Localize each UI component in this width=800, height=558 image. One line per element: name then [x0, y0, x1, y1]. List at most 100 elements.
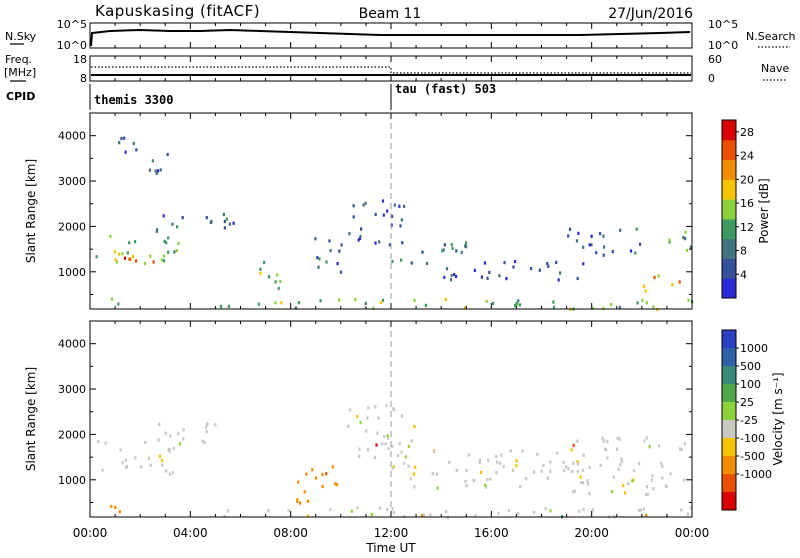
- velocity-data-cell: [638, 462, 641, 466]
- velocity-data-cell: [383, 434, 386, 438]
- velocity-data-cell: [140, 465, 143, 469]
- velocity-data-cell: [435, 472, 438, 476]
- time-tick-label: 08:00: [273, 526, 308, 540]
- power-data-cell: [602, 234, 605, 238]
- velocity-data-cell: [169, 434, 172, 438]
- velocity-colorbar-tick-label: -500: [740, 450, 765, 463]
- velocity-data-cell: [586, 482, 590, 486]
- power-data-cell: [403, 204, 406, 208]
- power-data-cell: [393, 203, 396, 207]
- velocity-data-cell: [321, 473, 324, 477]
- power-data-cell: [576, 276, 579, 281]
- velocity-data-cell: [465, 468, 468, 473]
- velocity-data-cell: [165, 469, 168, 473]
- power-data-cell: [113, 250, 116, 254]
- power-data-cell: [277, 286, 280, 290]
- power-data-cell: [629, 249, 633, 253]
- velocity-data-cell: [400, 450, 403, 454]
- power-data-cell: [641, 298, 644, 302]
- power-data-cell: [603, 245, 606, 249]
- velocity-data-cell: [429, 513, 432, 517]
- velocity-data-cell: [562, 460, 565, 464]
- velocity-data-cell: [652, 487, 655, 491]
- power-data-cell: [567, 234, 570, 238]
- power-data-cell: [582, 262, 585, 266]
- velocity-colorbar-tick-label: 500: [740, 360, 761, 373]
- velocity-data-cell: [623, 491, 627, 495]
- power-data-cell: [205, 216, 208, 220]
- velocity-data-cell: [497, 511, 500, 515]
- power-data-cell: [276, 273, 279, 277]
- power-data-cell: [219, 304, 223, 309]
- power-data-cell: [167, 250, 170, 254]
- freq-panel: Freq. [MHz] 18 8 60 0 Nave: [4, 53, 789, 85]
- velocity-colorbar-swatch: [722, 492, 736, 511]
- power-colorbar-label: Power [dB]: [757, 178, 771, 243]
- power-data-cell: [453, 272, 456, 277]
- velocity-data-cell: [478, 458, 481, 462]
- velocity-data-cell: [365, 429, 368, 433]
- power-data-cell: [328, 239, 331, 243]
- velocity-data-cell: [407, 444, 410, 448]
- velocity-data-cell: [661, 464, 664, 468]
- velocity-data-cell: [588, 492, 591, 496]
- power-data-cell: [181, 216, 184, 220]
- power-data-cell: [492, 301, 495, 305]
- power-data-cell: [442, 248, 445, 252]
- velocity-data-cell: [168, 449, 171, 453]
- power-data-cell: [443, 243, 446, 247]
- velocity-colorbar-tick-label: -25: [740, 414, 758, 427]
- power-data-cell: [329, 249, 332, 253]
- nsearch-tick-top: 10^5: [708, 18, 738, 31]
- velocity-data-cell: [392, 407, 395, 411]
- velocity-data-cell: [436, 486, 439, 490]
- velocity-data-cell: [633, 469, 636, 473]
- velocity-ytick-label: 2000: [58, 428, 86, 441]
- power-colorbar-tick-label: 24: [740, 150, 754, 163]
- power-data-cell: [274, 280, 277, 284]
- power-data-cell: [639, 242, 642, 246]
- nave-tick-bottom: 0: [708, 72, 715, 85]
- power-data-cell: [135, 259, 138, 263]
- velocity-data-cell: [373, 455, 377, 460]
- velocity-data-cell: [114, 505, 117, 509]
- velocity-data-cell: [287, 509, 290, 513]
- power-data-cell: [124, 150, 127, 154]
- power-data-cell: [577, 231, 580, 235]
- power-data-cell: [413, 298, 416, 302]
- velocity-data-cell: [205, 430, 208, 434]
- velocity-data-cell: [214, 423, 217, 427]
- velocity-data-cell: [489, 477, 492, 481]
- power-data-cell: [588, 243, 591, 247]
- velocity-data-cell: [517, 511, 520, 516]
- power-data-cell: [297, 301, 300, 305]
- velocity-data-cell: [603, 447, 607, 451]
- power-colorbar-tick-label: 4: [740, 268, 747, 281]
- power-data-cell: [498, 274, 501, 278]
- power-data-cell: [167, 236, 170, 240]
- power-data-cell: [227, 304, 230, 308]
- power-data-cell: [274, 301, 277, 305]
- power-data-cell: [599, 232, 602, 236]
- velocity-data-cell: [549, 509, 552, 513]
- velocity-data-cell: [651, 474, 654, 478]
- power-data-cell: [280, 301, 283, 305]
- velocity-data-cell: [525, 477, 528, 481]
- velocity-data-cell: [536, 452, 539, 456]
- power-data-cell: [684, 230, 687, 234]
- velocity-data-cell: [400, 414, 403, 418]
- velocity-data-cell: [182, 437, 185, 441]
- power-colorbar-swatch: [722, 179, 736, 200]
- velocity-data-cell: [297, 480, 300, 484]
- velocity-data-cell: [500, 453, 503, 457]
- power-data-cell: [590, 243, 593, 247]
- velocity-data-cell: [645, 485, 648, 489]
- power-data-cell: [505, 277, 508, 281]
- velocity-data-cell: [367, 406, 370, 410]
- power-data-cell: [176, 225, 179, 229]
- power-data-cell: [149, 254, 152, 258]
- velocity-data-cell: [586, 479, 589, 483]
- power-data-cell: [165, 241, 168, 245]
- cpid-row: CPID themis 3300 tau (fast) 503: [6, 82, 496, 110]
- velocity-data-cell: [606, 456, 609, 460]
